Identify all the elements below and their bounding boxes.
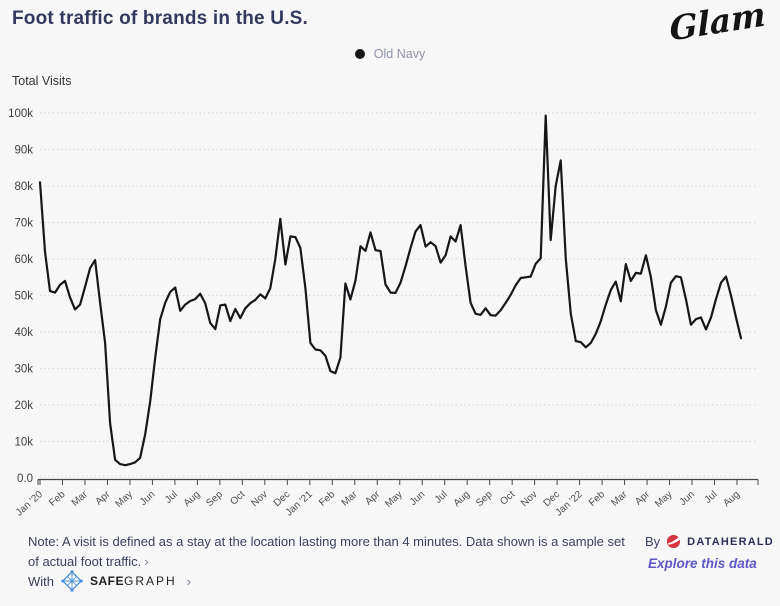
safegraph-link[interactable]: With SAFEGRAPH › bbox=[28, 570, 191, 592]
x-tick-label: Jul bbox=[163, 489, 180, 506]
y-tick-label: 50k bbox=[14, 291, 33, 303]
x-tick-label: May bbox=[653, 489, 674, 510]
x-tick-label: Jul bbox=[703, 489, 720, 506]
x-tick-label: May bbox=[114, 489, 135, 510]
x-tick-label: Aug bbox=[721, 489, 742, 509]
x-tick-label: Jun bbox=[408, 489, 427, 508]
x-tick-label: Oct bbox=[498, 489, 517, 508]
y-tick-label: 60k bbox=[14, 254, 33, 266]
y-tick-label: 80k bbox=[14, 181, 33, 193]
x-tick-label: Mar bbox=[70, 489, 91, 509]
y-axis-title: Total Visits bbox=[12, 74, 72, 88]
legend-series-label: Old Navy bbox=[373, 47, 426, 61]
x-tick-label: Nov bbox=[519, 489, 540, 509]
x-tick-label: Mar bbox=[609, 489, 630, 509]
with-label: With bbox=[28, 573, 54, 589]
footnote-text: Note: A visit is defined as a stay at th… bbox=[28, 534, 625, 569]
y-tick-label: 90k bbox=[14, 145, 33, 157]
x-tick-label: Jan '20 bbox=[14, 489, 45, 519]
series-line-old-navy bbox=[38, 114, 743, 467]
y-tick-label: 30k bbox=[14, 364, 33, 376]
x-tick-label: Aug bbox=[452, 489, 473, 509]
x-tick-label: Jul bbox=[433, 489, 450, 506]
dataherald-logo-icon bbox=[666, 534, 681, 549]
safegraph-logo-icon bbox=[61, 570, 83, 592]
page-title: Foot traffic of brands in the U.S. bbox=[12, 8, 309, 29]
by-label: By bbox=[645, 534, 661, 549]
x-tick-label: Feb bbox=[587, 489, 607, 509]
explore-data-link[interactable]: Explore this data bbox=[648, 556, 757, 571]
y-tick-label: 0.0 bbox=[17, 473, 33, 485]
x-tick-label: Jun bbox=[138, 489, 157, 508]
x-tick-label: May bbox=[383, 489, 404, 510]
legend: Old Navy bbox=[0, 47, 780, 61]
x-tick-label: Feb bbox=[47, 489, 67, 509]
x-tick-label: Oct bbox=[228, 489, 247, 508]
x-tick-label: Feb bbox=[317, 489, 337, 509]
x-tick-label: Nov bbox=[249, 489, 270, 509]
dataherald-link[interactable]: By DATAHERALD bbox=[645, 534, 774, 549]
x-tick-label: Aug bbox=[182, 489, 203, 509]
x-tick-label: Sep bbox=[474, 489, 495, 509]
x-tick-label: Sep bbox=[204, 489, 225, 509]
x-tick-label: Mar bbox=[340, 489, 361, 509]
y-tick-label: 100k bbox=[8, 108, 33, 120]
y-tick-label: 40k bbox=[14, 327, 33, 339]
x-tick-label: Apr bbox=[633, 489, 652, 508]
y-tick-label: 70k bbox=[14, 218, 33, 230]
x-tick-label: Jun bbox=[678, 489, 697, 508]
x-tick-label: Apr bbox=[94, 489, 113, 508]
x-tick-label: Apr bbox=[363, 489, 382, 508]
legend-marker-icon bbox=[354, 49, 365, 59]
dataherald-wordmark: DATAHERALD bbox=[687, 535, 774, 548]
footnote-link-chevron-icon[interactable]: › bbox=[144, 554, 149, 569]
safegraph-wordmark: SAFEGRAPH bbox=[90, 574, 177, 588]
safegraph-chevron-icon: › bbox=[186, 573, 192, 589]
y-tick-label: 10k bbox=[14, 437, 33, 449]
footnote: Note: A visit is defined as a stay at th… bbox=[28, 532, 628, 572]
y-tick-label: 20k bbox=[14, 400, 33, 412]
